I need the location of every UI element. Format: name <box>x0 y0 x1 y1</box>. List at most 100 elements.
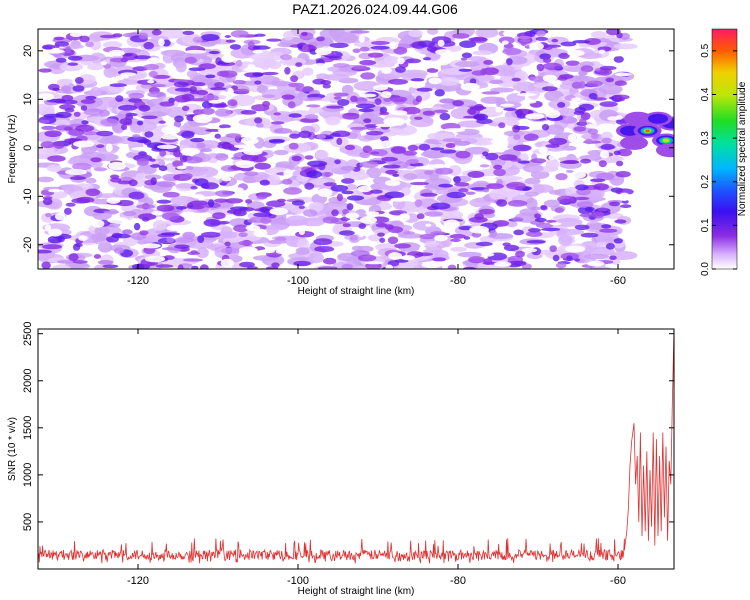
spectrogram-noise-blob <box>359 46 370 52</box>
colorbar-tick-label: 0.4 <box>700 87 711 101</box>
spectrogram-gap <box>388 252 403 260</box>
spectrogram-noise-blob <box>273 149 289 156</box>
spectrogram-noise-blob <box>183 173 193 179</box>
spectrogram-noise-blob <box>138 104 151 112</box>
spectrogram-gap <box>227 87 234 95</box>
spectrogram-noise-blob <box>198 63 216 70</box>
spectrogram-gap <box>545 110 561 119</box>
spectrogram-noise-blob <box>224 35 231 38</box>
spectrogram-noise-blob <box>416 87 433 92</box>
spectrogram-noise-blob <box>182 30 195 35</box>
spectrogram-noise-blob <box>85 188 101 197</box>
x-tick-label: -100 <box>287 575 309 587</box>
spectrogram-gap <box>131 146 152 151</box>
spectrogram-noise-blob <box>336 137 343 145</box>
spectrogram-noise-blob <box>160 232 181 236</box>
spectrogram-noise-blob <box>578 70 588 76</box>
spectrogram-gap <box>598 49 606 54</box>
spectrogram-noise-blob <box>287 101 296 109</box>
spectrogram-noise-blob <box>53 36 65 41</box>
spectrogram-gap <box>243 67 262 73</box>
spectrogram-noise-blob <box>288 142 299 150</box>
spectrogram-noise-blob <box>281 94 295 100</box>
y-tick-label: 1500 <box>22 416 34 440</box>
spectrogram-noise-blob <box>190 185 198 190</box>
spectrogram-noise-blob <box>460 57 468 61</box>
spectrogram-noise-blob <box>371 41 390 45</box>
spectrogram-noise-blob <box>252 72 264 77</box>
spectrogram-gap <box>78 235 88 241</box>
spectrogram-noise-blob <box>384 191 405 199</box>
spectrogram-noise-blob <box>158 165 168 172</box>
spectrogram-noise-blob <box>303 209 318 217</box>
spectrogram-noise-blob <box>234 88 250 94</box>
spectrogram-noise-blob <box>174 95 191 103</box>
spectrogram-gap <box>428 77 442 85</box>
spectrogram-gap <box>385 264 394 269</box>
spectrogram-noise-blob <box>229 218 250 227</box>
spectrogram-noise-blob <box>385 169 398 175</box>
spectrogram-noise-blob <box>601 137 612 144</box>
spectrogram-noise-blob <box>187 251 200 255</box>
spectrogram-noise-blob <box>333 96 342 100</box>
spectrogram-noise-blob <box>583 253 610 260</box>
spectrogram-noise-blob <box>243 171 259 176</box>
spectrogram-noise-blob <box>111 233 131 239</box>
spectrogram-gap <box>398 213 410 222</box>
spectrogram-noise-blob <box>314 246 335 253</box>
spectrogram-gap <box>106 197 121 204</box>
spectrogram-noise-blob <box>254 162 271 170</box>
spectrogram-noise-blob <box>343 171 370 181</box>
spectrogram-noise-blob <box>173 81 189 88</box>
spectrogram-noise-blob <box>535 36 549 41</box>
spectrogram-noise-blob <box>352 48 361 54</box>
spectrogram-noise-blob <box>599 101 618 107</box>
spectrogram-noise-blob <box>38 119 50 124</box>
spectrogram-gap <box>359 93 377 98</box>
spectrogram-gap <box>436 59 450 66</box>
spectrogram-gap <box>151 210 163 216</box>
spectrogram-noise-blob <box>541 123 550 131</box>
spectrogram-noise-blob <box>123 210 137 217</box>
spectrogram-noise-blob <box>267 224 288 231</box>
spectrogram-noise-blob <box>54 98 65 104</box>
spectrogram-gap <box>48 188 61 193</box>
spectrogram-noise-blob <box>359 161 379 168</box>
spectrogram-noise-blob <box>151 29 162 36</box>
spectrogram-noise-blob <box>475 241 493 247</box>
spectrogram-noise-blob <box>434 89 445 97</box>
spectrogram-noise-blob <box>555 262 567 269</box>
spectrogram-noise-blob <box>240 154 259 162</box>
spectrogram-gap <box>358 34 365 43</box>
spectrogram-noise-blob <box>370 151 380 155</box>
spectrogram-noise-blob <box>155 264 174 268</box>
spectrogram-noise-blob <box>468 256 486 264</box>
spectrogram-noise-blob <box>584 206 595 212</box>
spectrogram-noise-blob <box>530 158 547 164</box>
spectrogram-noise-blob <box>506 181 526 190</box>
spectrogram-noise-blob <box>69 176 86 181</box>
spectrogram-noise-blob <box>472 50 493 56</box>
spectrogram-noise-blob <box>530 206 541 211</box>
spectrogram-noise-blob <box>405 58 422 64</box>
spectrogram-noise-blob <box>540 205 547 209</box>
spectrogram-noise-blob <box>110 177 122 183</box>
spectrogram-noise-blob <box>483 188 490 193</box>
spectrogram-noise-blob <box>559 160 579 164</box>
spectrogram-gap <box>392 110 408 116</box>
spectrogram-noise-blob <box>68 253 79 262</box>
spectrogram-gap <box>51 47 61 54</box>
spectrogram-noise-blob <box>449 234 466 239</box>
spectrogram-gap <box>598 123 617 129</box>
spectrogram-noise-blob <box>517 160 530 164</box>
spectrogram-noise-blob <box>290 75 299 83</box>
spectrogram-noise-blob <box>331 209 339 217</box>
spectrogram-noise-blob <box>587 128 599 135</box>
spectrogram-noise-blob <box>536 63 545 72</box>
spectrogram-noise-blob <box>313 238 333 246</box>
spectrogram-noise-blob <box>232 79 247 85</box>
spectrogram-noise-blob <box>518 35 531 40</box>
spectrogram-noise-blob <box>363 133 382 140</box>
spectrogram-noise-blob <box>218 221 230 225</box>
spectrogram-noise-blob <box>67 62 79 66</box>
